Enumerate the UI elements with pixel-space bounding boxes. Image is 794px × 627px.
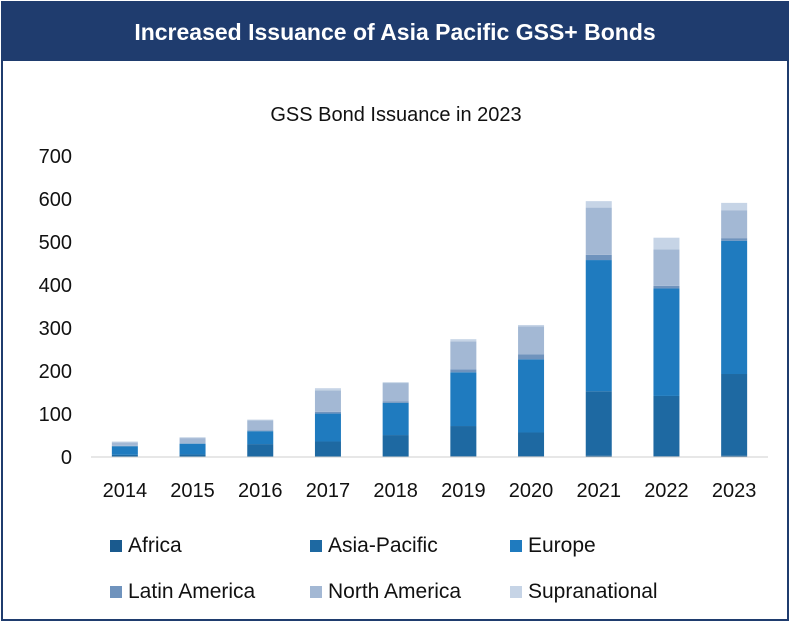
bar-segment-europe-2020 [518, 359, 545, 433]
x-tick-label: 2022 [644, 480, 689, 502]
bar-segment-north-america-2018 [382, 383, 409, 402]
bar-segment-latin-america-2020 [518, 354, 545, 360]
chart-title: GSS Bond Issuance in 2023 [270, 104, 521, 126]
bar-segment-supranational-2022 [653, 237, 680, 250]
legend-item-asia-pacific: Asia-Pacific [310, 534, 510, 558]
bar-segment-africa-2021 [585, 455, 612, 457]
bar-segment-north-america-2022 [653, 249, 680, 286]
bar-segment-europe-2016 [247, 431, 274, 445]
bar-segment-europe-2017 [314, 413, 341, 442]
bar-segment-europe-2015 [179, 443, 206, 455]
bars [111, 201, 748, 457]
bar-segment-europe-2018 [382, 402, 409, 436]
bar-segment-asia-pacific-2020 [518, 432, 545, 457]
bar-segment-supranational-2020 [518, 324, 545, 327]
bar-segment-europe-2019 [450, 372, 477, 427]
bar-segment-asia-pacific-2019 [450, 426, 477, 457]
y-tick-label: 100 [39, 404, 72, 426]
bar-segment-asia-pacific-2016 [247, 444, 274, 457]
legend-item-europe: Europe [510, 534, 710, 558]
bar-segment-north-america-2021 [585, 207, 612, 255]
bar-segment-europe-2014 [111, 446, 138, 455]
x-tick-label: 2018 [373, 480, 418, 502]
bar-segment-latin-america-2019 [450, 369, 477, 373]
legend-swatch [310, 540, 322, 552]
bar-segment-asia-pacific-2014 [111, 454, 138, 457]
bar-segment-latin-america-2016 [247, 430, 274, 432]
legend-item-africa: Africa [110, 534, 310, 558]
bar-segment-supranational-2014 [111, 441, 138, 443]
y-tick-label: 0 [61, 447, 72, 469]
x-tick-label: 2023 [712, 480, 757, 502]
bar-segment-supranational-2023 [721, 202, 748, 211]
legend-swatch [510, 586, 522, 598]
legend-item-latin-america: Latin America [110, 580, 310, 604]
legend-item-north-america: North America [310, 580, 510, 604]
y-tick-label: 300 [39, 318, 72, 340]
legend-label: North America [328, 580, 462, 603]
legend-swatch [510, 540, 522, 552]
legend-label: Latin America [128, 580, 256, 603]
bar-segment-supranational-2017 [314, 388, 341, 391]
bar-segment-europe-2021 [585, 260, 612, 392]
bar-segment-latin-america-2021 [585, 254, 612, 261]
bar-segment-north-america-2016 [247, 420, 274, 431]
legend-item-supranational: Supranational [510, 580, 710, 604]
bar-segment-north-america-2015 [179, 438, 206, 444]
legend-label: Europe [528, 534, 596, 557]
y-tick-label: 200 [39, 361, 72, 383]
legend: Africa Asia-Pacific Europe Latin America Nor… [110, 534, 730, 604]
y-tick-label: 600 [39, 189, 72, 211]
legend-label: Supranational [528, 580, 658, 603]
x-tick-label: 2015 [170, 480, 215, 502]
y-tick-label: 400 [39, 275, 72, 297]
bar-segment-supranational-2015 [179, 437, 206, 439]
bar-segment-north-america-2020 [518, 326, 545, 355]
bar-segment-north-america-2019 [450, 341, 477, 370]
banner-title: Increased Issuance of Asia Pacific GSS+ … [3, 3, 787, 61]
bar-segment-latin-america-2017 [314, 411, 341, 414]
bar-segment-latin-america-2022 [653, 285, 680, 289]
legend-swatch [310, 586, 322, 598]
x-tick-label: 2019 [441, 480, 486, 502]
bar-segment-asia-pacific-2015 [179, 454, 206, 457]
y-tick-label: 500 [39, 232, 72, 254]
legend-swatch [110, 540, 122, 552]
x-axis-ticks: 2014 2015 2016 2017 2018 2019 2020 2021 2022 2023 [103, 480, 757, 502]
bar-segment-asia-pacific-2021 [585, 391, 612, 456]
y-tick-label: 700 [39, 146, 72, 168]
bar-segment-north-america-2017 [314, 390, 341, 412]
bar-segment-supranational-2018 [382, 382, 409, 384]
bar-segment-europe-2022 [653, 288, 680, 396]
bar-segment-asia-pacific-2023 [721, 374, 748, 456]
x-tick-label: 2014 [103, 480, 148, 502]
x-tick-label: 2017 [306, 480, 351, 502]
legend-swatch [110, 586, 122, 598]
legend-label: Africa [128, 534, 182, 557]
bar-segment-supranational-2021 [585, 201, 612, 208]
bar-segment-asia-pacific-2018 [382, 435, 409, 457]
bar-segment-africa-2023 [721, 455, 748, 457]
bar-segment-north-america-2023 [721, 210, 748, 239]
y-axis-ticks: 0 100 200 300 400 500 600 700 [39, 146, 72, 469]
bar-segment-supranational-2016 [247, 419, 274, 421]
bar-segment-europe-2023 [721, 240, 748, 375]
bar-segment-asia-pacific-2017 [314, 441, 341, 457]
legend-label: Asia-Pacific [328, 534, 438, 557]
bar-segment-supranational-2019 [450, 339, 477, 342]
bar-segment-latin-america-2018 [382, 401, 409, 403]
bar-segment-latin-america-2023 [721, 238, 748, 241]
bar-segment-north-america-2014 [111, 442, 138, 446]
bar-segment-asia-pacific-2022 [653, 395, 680, 457]
x-tick-label: 2020 [509, 480, 554, 502]
x-tick-label: 2016 [238, 480, 283, 502]
x-tick-label: 2021 [577, 480, 622, 502]
